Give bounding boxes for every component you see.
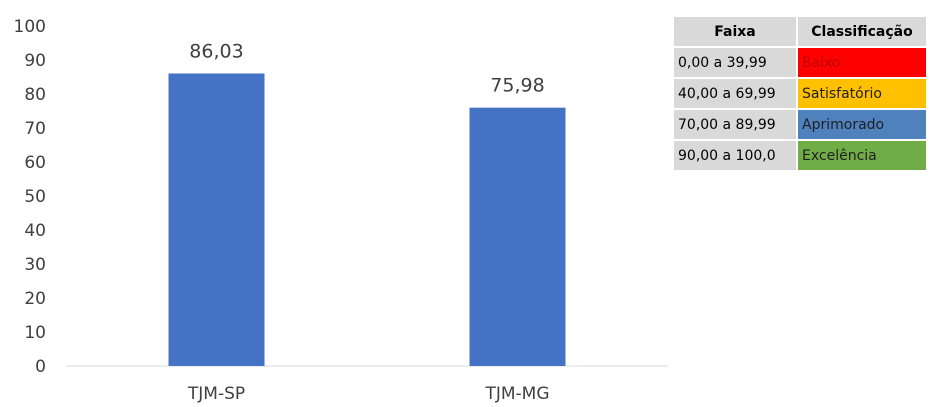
y-tick-label: 50 [24,187,46,207]
data-label: 75,98 [490,75,544,97]
bar [469,107,566,366]
legend-header-classification: Classificação [798,17,926,46]
bar [168,73,265,367]
legend-row: 0,00 a 39,99 Baixo [674,48,926,77]
legend-classification-cell: Excelência [798,141,926,170]
legend-range-cell: 40,00 a 69,99 [674,79,796,108]
legend-row: 70,00 a 89,99 Aprimorado [674,110,926,139]
y-tick-label: 0 [35,357,46,377]
legend-row: 90,00 a 100,0 Excelência [674,141,926,170]
data-label: 86,03 [189,40,243,62]
legend-header-range: Faixa [674,17,796,46]
y-tick-label: 100 [14,17,46,37]
legend-range-cell: 90,00 a 100,0 [674,141,796,170]
classification-legend-table: Faixa Classificação 0,00 a 39,99 Baixo 4… [672,15,928,172]
legend-row: 40,00 a 69,99 Satisfatório [674,79,926,108]
legend-classification-cell: Aprimorado [798,110,926,139]
y-tick-label: 90 [24,51,46,71]
legend-range-cell: 0,00 a 39,99 [674,48,796,77]
y-tick-label: 60 [24,153,46,173]
x-tick-label: TJM-MG [484,384,549,404]
x-tick-label: TJM-SP [187,384,245,404]
y-tick-label: 20 [24,289,46,309]
legend-header-row: Faixa Classificação [674,17,926,46]
y-tick-label: 70 [24,119,46,139]
legend-range-cell: 70,00 a 89,99 [674,110,796,139]
y-tick-label: 80 [24,85,46,105]
legend-classification-cell: Satisfatório [798,79,926,108]
y-tick-label: 40 [24,221,46,241]
y-tick-label: 30 [24,255,46,275]
y-tick-label: 10 [24,323,46,343]
legend-classification-cell: Baixo [798,48,926,77]
